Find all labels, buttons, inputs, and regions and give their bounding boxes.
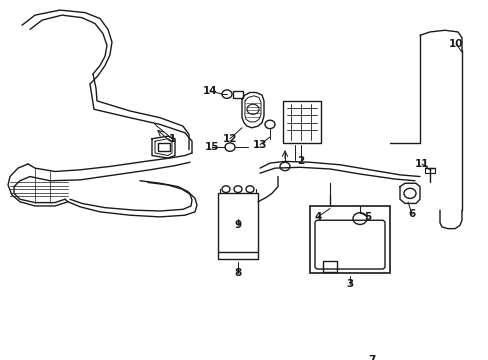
Text: 11: 11 bbox=[414, 159, 428, 169]
Bar bbox=[218, 193, 258, 252]
Text: 6: 6 bbox=[407, 210, 415, 219]
Text: 1: 1 bbox=[168, 134, 175, 144]
Text: 5: 5 bbox=[364, 212, 371, 222]
Bar bbox=[158, 143, 170, 151]
Text: 13: 13 bbox=[252, 140, 267, 150]
Text: 12: 12 bbox=[223, 134, 237, 144]
Bar bbox=[232, 91, 243, 98]
Text: 14: 14 bbox=[202, 86, 217, 96]
Bar bbox=[424, 168, 434, 173]
Text: 2: 2 bbox=[297, 156, 304, 166]
Text: 4: 4 bbox=[314, 212, 321, 222]
Text: 3: 3 bbox=[346, 279, 353, 289]
Text: 7: 7 bbox=[367, 355, 375, 360]
Text: 15: 15 bbox=[204, 142, 219, 152]
Bar bbox=[283, 101, 320, 143]
Text: 9: 9 bbox=[234, 220, 241, 230]
Bar bbox=[323, 261, 336, 273]
Text: 10: 10 bbox=[448, 39, 462, 49]
Bar bbox=[309, 206, 389, 273]
Text: 8: 8 bbox=[234, 268, 241, 278]
